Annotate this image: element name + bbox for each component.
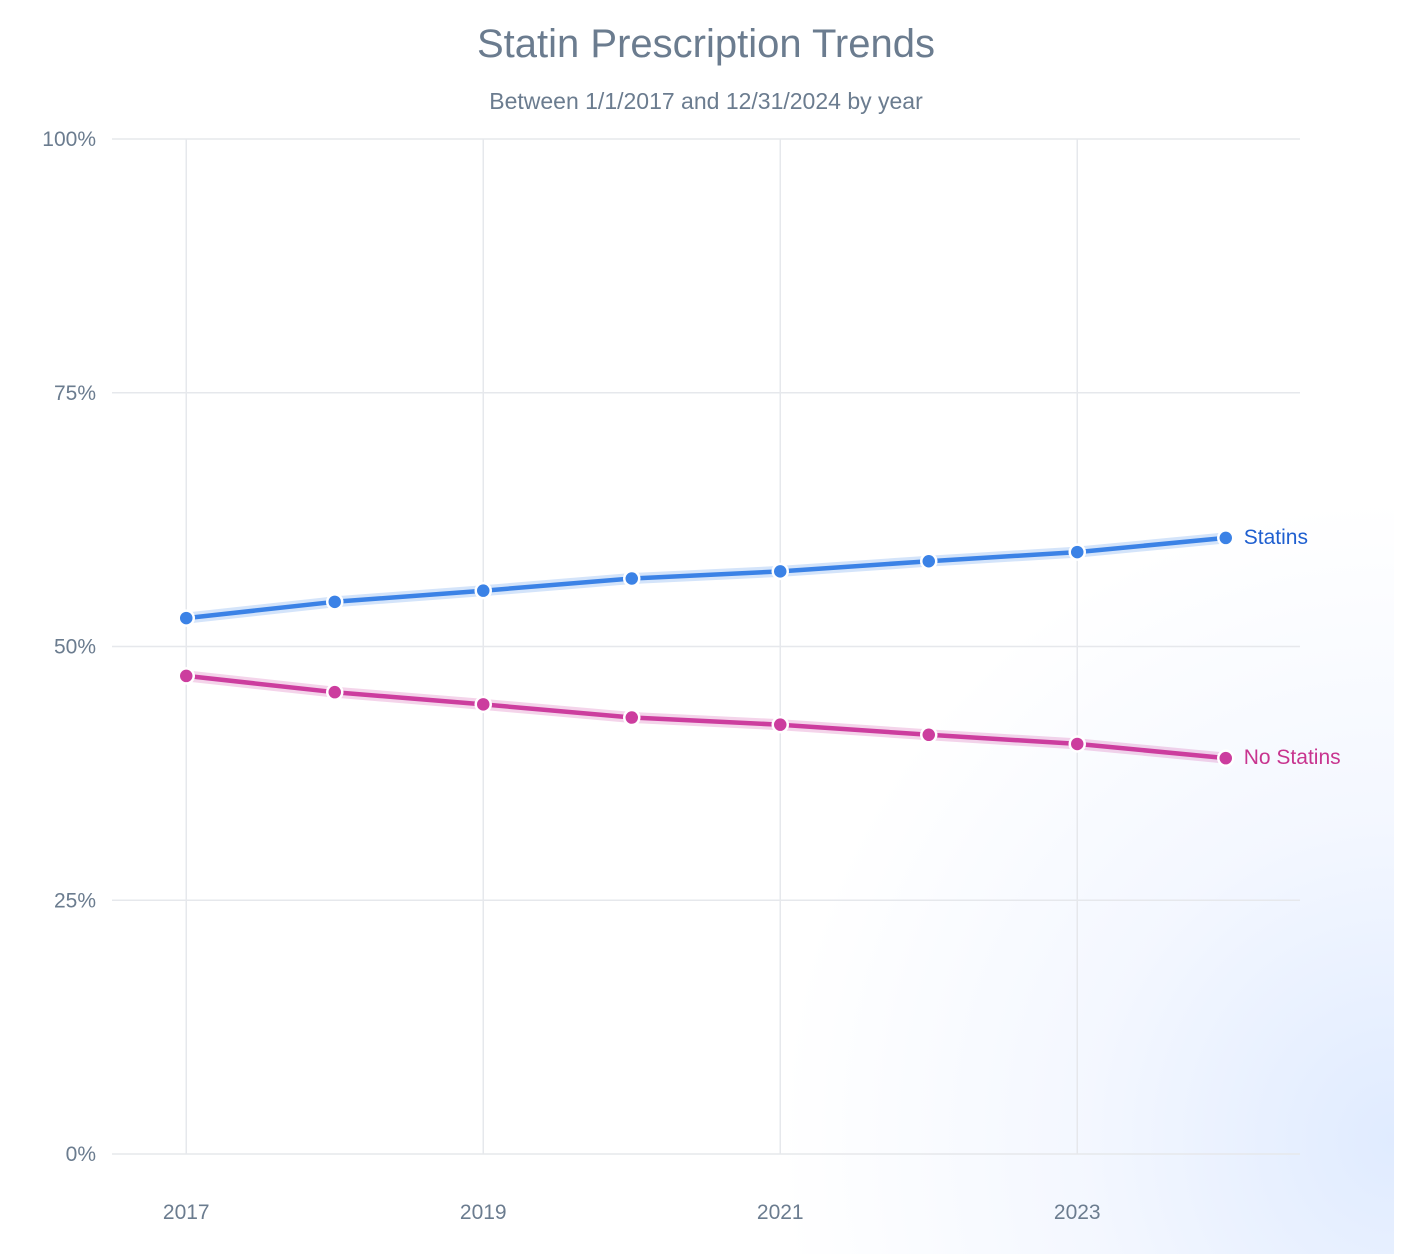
data-point-statins-2020	[623, 569, 641, 588]
x-tick-label: 2023	[1054, 1201, 1101, 1224]
series-statins: Statins	[177, 526, 1308, 627]
data-point-no-statins-2024	[1217, 749, 1235, 767]
data-point-no-statins-2020	[623, 708, 641, 727]
y-tick-label: 0%	[66, 1143, 96, 1166]
chart-title: Statin Prescription Trends	[477, 22, 935, 66]
data-point-no-statins-2021	[771, 715, 789, 734]
data-point-statins-2023	[1068, 543, 1086, 561]
data-point-no-statins-2019	[474, 695, 492, 714]
x-tick-label: 2021	[757, 1201, 804, 1224]
x-tick-label: 2017	[163, 1201, 210, 1224]
grid-lines	[112, 138, 1300, 1155]
data-point-statins-2024	[1217, 529, 1235, 547]
data-point-statins-2017	[177, 609, 195, 627]
data-point-no-statins-2017	[177, 667, 195, 685]
data-point-no-statins-2018	[326, 683, 344, 701]
y-tick-label: 25%	[54, 889, 96, 912]
y-tick-label: 75%	[54, 382, 96, 405]
y-tick-label: 50%	[54, 636, 96, 659]
y-tick-label: 100%	[42, 128, 96, 151]
data-point-no-statins-2023	[1068, 735, 1086, 753]
series-no-statins: No Statins	[177, 667, 1341, 769]
x-tick-label: 2019	[460, 1201, 507, 1224]
chart-subtitle: Between 1/1/2017 and 12/31/2024 by year	[489, 88, 923, 114]
data-point-no-statins-2022	[920, 726, 938, 744]
data-point-statins-2021	[771, 562, 789, 581]
data-point-statins-2019	[474, 581, 492, 600]
series-label-no-statins: No Statins	[1244, 746, 1341, 769]
data-point-statins-2022	[920, 552, 938, 570]
series-line-no-statins	[184, 673, 1229, 761]
data-point-statins-2018	[326, 593, 344, 611]
series-label-statins: Statins	[1244, 526, 1308, 549]
series-line-statins	[184, 535, 1229, 621]
